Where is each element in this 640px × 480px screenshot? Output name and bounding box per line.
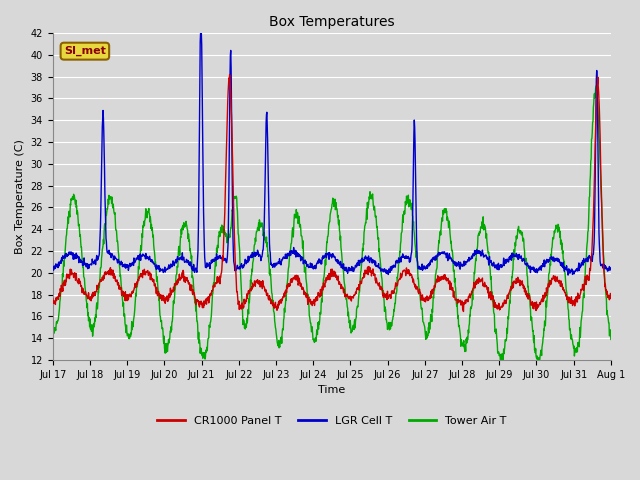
Text: SI_met: SI_met [64,46,106,56]
Title: Box Temperatures: Box Temperatures [269,15,395,29]
Legend: CR1000 Panel T, LGR Cell T, Tower Air T: CR1000 Panel T, LGR Cell T, Tower Air T [153,411,511,430]
X-axis label: Time: Time [318,385,346,396]
Y-axis label: Box Temperature (C): Box Temperature (C) [15,139,25,254]
